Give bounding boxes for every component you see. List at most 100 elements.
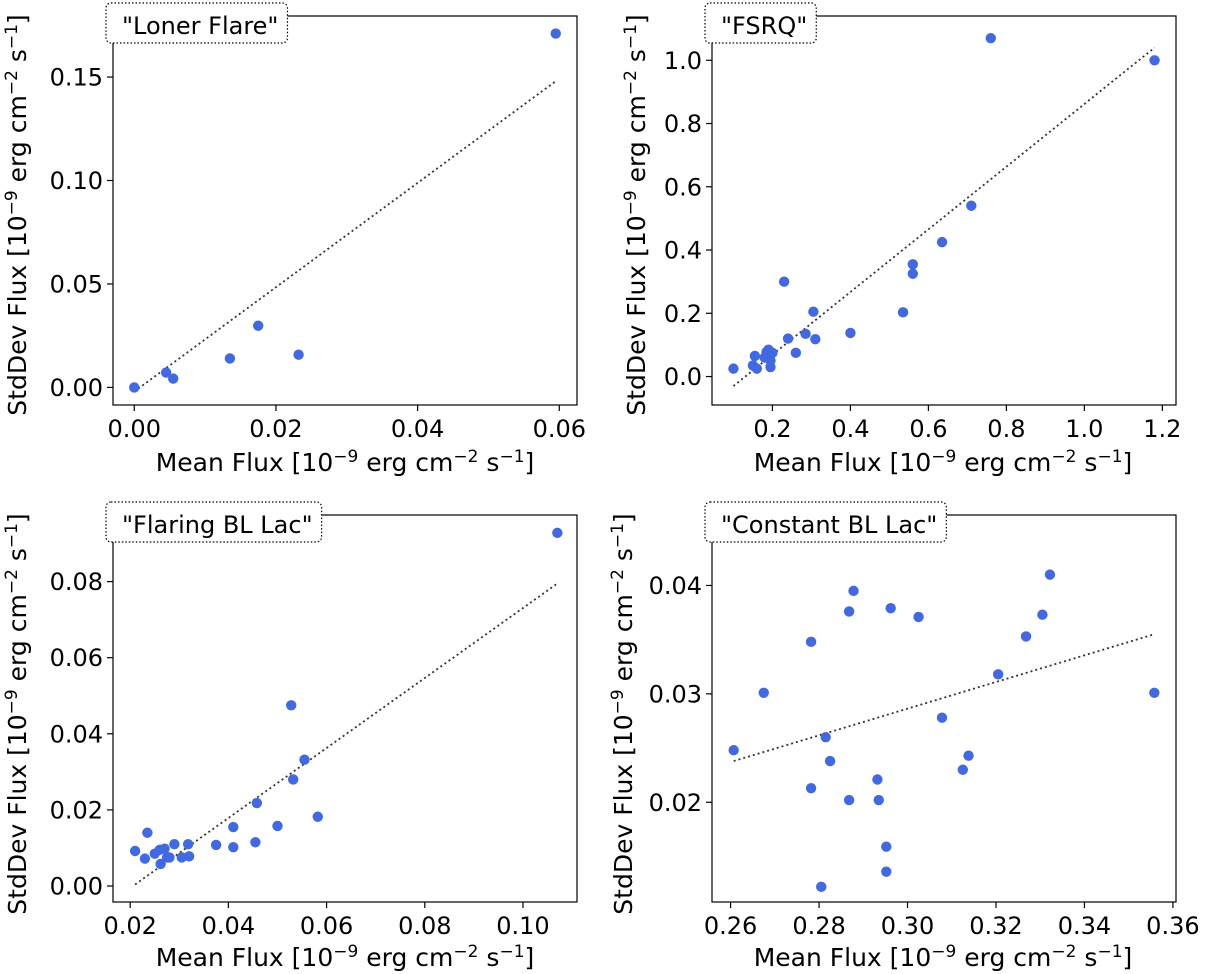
data-point <box>169 838 180 850</box>
data-point <box>1020 631 1032 642</box>
x-tick-label: 0.30 <box>881 912 934 940</box>
data-point <box>963 750 974 761</box>
data-point <box>816 881 827 893</box>
x-tick-label: 0.4 <box>831 415 869 443</box>
data-point <box>164 852 175 863</box>
data-point <box>881 866 892 877</box>
data-point <box>250 837 261 848</box>
data-point <box>552 527 563 539</box>
data-point <box>228 821 239 833</box>
y-tick-label: 0.08 <box>50 568 103 596</box>
data-point <box>992 669 1004 680</box>
data-point <box>550 28 561 39</box>
data-point <box>160 367 172 378</box>
x-tick-label: 0.06 <box>533 415 586 443</box>
x-tick-label: 1.2 <box>1143 415 1181 443</box>
data-point <box>848 585 859 597</box>
data-point <box>286 700 297 711</box>
data-point <box>312 811 323 822</box>
axes-frame <box>112 15 578 406</box>
x-tick-label: 0.04 <box>391 415 444 443</box>
data-point <box>749 350 761 362</box>
y-axis-label: StdDev Flux [10−9 erg cm−2 s−1] <box>621 14 651 415</box>
y-axis-label: StdDev Flux [10−9 erg cm−2 s−1] <box>608 513 638 914</box>
data-point <box>800 328 811 340</box>
y-tick-label: 0.2 <box>664 300 702 328</box>
x-tick-label: 0.08 <box>398 912 451 940</box>
x-tick-label: 0.04 <box>202 912 255 940</box>
data-point <box>907 268 919 279</box>
y-tick-label: 0.00 <box>50 374 103 402</box>
data-point <box>778 276 790 287</box>
panel-title-box <box>105 2 289 44</box>
y-tick-label: 0.02 <box>50 796 103 824</box>
data-point <box>129 845 141 857</box>
y-tick-label: 0.05 <box>50 270 103 298</box>
panel-title: "Flaring BL Lac" <box>122 511 313 539</box>
x-axis-label: Mean Flux [10−9 erg cm−2 s−1] <box>156 942 535 972</box>
data-point <box>129 382 140 393</box>
data-point <box>936 712 948 723</box>
panel-constant-bl-lac: StdDev Flux [10−9 erg cm−2 s−1] Mean Flu… <box>608 501 1200 972</box>
data-point <box>881 841 892 852</box>
x-tick-label: 0.8 <box>987 415 1025 443</box>
panel-title-box <box>105 501 323 543</box>
panel-loner-flare: StdDev Flux [10−9 erg cm−2 s−1] Mean Flu… <box>2 2 586 477</box>
y-tick-label: 0.15 <box>50 64 103 92</box>
data-point <box>159 843 170 854</box>
data-point <box>805 782 817 794</box>
y-axis-label: StdDev Flux [10−9 erg cm−2 s−1] <box>2 14 32 415</box>
y-axis-label: StdDev Flux [10−9 erg cm−2 s−1] <box>2 513 32 914</box>
y-tick-label: 0.04 <box>649 572 702 600</box>
data-point <box>820 732 831 743</box>
data-point <box>913 611 924 623</box>
axes-frame <box>112 514 578 903</box>
data-point <box>1149 55 1160 66</box>
y-tick-label: 0.10 <box>50 167 103 195</box>
data-point <box>224 353 236 364</box>
fit-line <box>134 582 558 886</box>
x-tick-label: 0.2 <box>753 415 791 443</box>
data-point <box>293 349 304 360</box>
data-point <box>155 858 166 870</box>
data-point <box>808 306 819 317</box>
fit-line <box>733 633 1155 762</box>
data-point <box>897 307 909 318</box>
x-tick-label: 0.26 <box>704 912 757 940</box>
data-point <box>957 764 968 775</box>
data-point <box>272 820 283 832</box>
data-point <box>728 745 739 756</box>
x-tick-label: 0.32 <box>969 912 1022 940</box>
data-point <box>824 755 836 767</box>
panel-title: "Loner Flare" <box>122 12 278 40</box>
data-point <box>228 842 239 853</box>
data-point <box>751 363 763 374</box>
panel-title: "FSRQ" <box>721 12 807 40</box>
x-tick-label: 0.10 <box>496 912 549 940</box>
x-tick-label: 0.36 <box>1146 912 1199 940</box>
x-tick-label: 0.28 <box>792 912 845 940</box>
data-point <box>758 687 769 698</box>
data-point <box>287 774 299 785</box>
x-axis-label: Mean Flux [10−9 erg cm−2 s−1] <box>754 942 1133 972</box>
data-point <box>805 636 817 648</box>
x-tick-label: 0.02 <box>249 415 302 443</box>
data-point <box>873 794 884 806</box>
data-point <box>251 797 263 809</box>
y-tick-label: 1.0 <box>664 47 702 75</box>
panel-title: "Constant BL Lac" <box>721 511 937 539</box>
data-point <box>142 827 153 838</box>
x-tick-label: 1.0 <box>1065 415 1103 443</box>
y-tick-label: 0.00 <box>50 873 103 901</box>
x-tick-label: 0.00 <box>108 415 161 443</box>
y-tick-label: 0.0 <box>664 363 702 391</box>
axes-frame <box>711 514 1177 903</box>
data-point <box>790 347 802 359</box>
data-point <box>728 363 739 374</box>
data-point <box>782 333 794 344</box>
data-point <box>168 373 179 384</box>
data-point <box>210 839 222 851</box>
x-tick-label: 0.34 <box>1058 912 1111 940</box>
x-tick-label: 0.6 <box>909 415 947 443</box>
y-tick-label: 0.04 <box>50 720 103 748</box>
